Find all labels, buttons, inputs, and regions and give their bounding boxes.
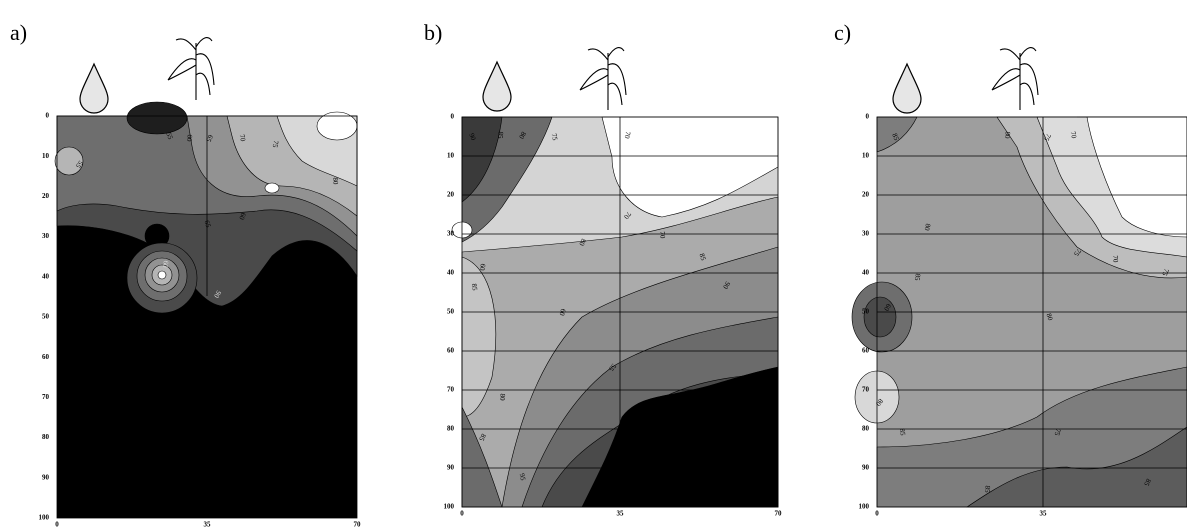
contour-label: 70 [1069, 131, 1078, 140]
contour-label: 75 [1072, 247, 1083, 258]
contour-label: 80 [498, 393, 506, 401]
contour-label: 85 [496, 131, 504, 139]
panel-label: b) [424, 20, 442, 45]
contour-label: 85 [890, 132, 900, 142]
frame [56, 115, 358, 519]
y-tick-label: 30 [447, 230, 455, 238]
x-tick-label: 0 [55, 521, 59, 528]
y-tick-label: 20 [862, 191, 870, 199]
y-tick-label: 40 [862, 269, 870, 277]
contour-label: 85 [477, 432, 487, 442]
y-tick-label: 50 [447, 308, 455, 316]
y-tick-label: 30 [42, 232, 50, 240]
contour-label: 80 [577, 237, 587, 247]
x-tick-label: 35 [204, 521, 212, 528]
contour-label: 60 [882, 302, 893, 312]
contour-label: 75 [1052, 428, 1062, 437]
y-tick-label: 90 [42, 473, 50, 481]
y-tick-label: 10 [42, 152, 50, 160]
y-tick-label: 0 [866, 113, 870, 121]
y-tick-label: 80 [42, 433, 50, 441]
y-tick-label: 0 [451, 113, 455, 121]
contour-label: 85 [698, 252, 708, 261]
y-tick-label: 50 [862, 308, 870, 316]
contour-label: 70 [238, 134, 247, 143]
y-tick-label: 100 [859, 503, 870, 511]
icons [79, 37, 1039, 114]
contour-label: 60 [478, 263, 487, 271]
contour-label: 90 [683, 393, 692, 402]
contour-label: 85 [1142, 477, 1152, 487]
contour-map [54, 101, 358, 518]
contour-label: 60 [161, 260, 170, 268]
contour-label: 75 [271, 140, 280, 149]
contour-label: 75 [1042, 132, 1052, 142]
contour-label: 70 [1111, 255, 1119, 263]
x-tick-label: 70 [354, 521, 362, 528]
x-tick-label: 0 [875, 510, 879, 518]
contour-label: 55 [164, 131, 174, 141]
contour-label: 60 [557, 308, 567, 317]
contour-label: 80 [1045, 312, 1055, 321]
contour-label: 85 [983, 485, 991, 493]
x-tick-label: 35 [1040, 510, 1048, 518]
y-tick-label: 0 [46, 112, 50, 120]
contour-label: 80 [1003, 131, 1011, 139]
contour-label: 80 [517, 130, 527, 140]
contour-label: 60 [185, 134, 193, 142]
contour-label: 90 [721, 280, 732, 290]
contour-label: 55 [74, 159, 85, 170]
y-tick-label: 60 [42, 353, 50, 361]
frame [461, 116, 779, 508]
contour-label: 85 [470, 283, 479, 291]
y-tick-label: 70 [862, 386, 870, 394]
contour-label: 55 [607, 362, 618, 373]
y-tick-label: 90 [447, 464, 455, 472]
panel-label: c) [834, 20, 851, 45]
contour-label: 70 [623, 131, 632, 140]
y-tick-label: 100 [39, 514, 50, 522]
y-tick-label: 100 [444, 503, 455, 511]
contour-label: 65 [203, 219, 213, 228]
x-tick-label: 0 [460, 510, 464, 518]
x-tick-label: 35 [617, 510, 625, 518]
contour-label: 95 [518, 473, 527, 482]
contour-label: 60 [237, 211, 247, 221]
contour-label: 85 [898, 428, 907, 436]
contour-label: 70 [658, 231, 666, 239]
y-tick-label: 20 [42, 192, 50, 200]
y-tick-label: 80 [447, 425, 455, 433]
contour-label: 75 [1160, 267, 1170, 277]
y-tick-label: 70 [42, 393, 50, 401]
y-tick-label: 10 [447, 152, 455, 160]
contour-label: 85 [913, 273, 922, 281]
y-tick-label: 30 [862, 230, 870, 238]
y-tick-label: 90 [862, 464, 870, 472]
contour-label: 80 [923, 223, 932, 232]
contour-label: 80 [874, 397, 885, 408]
frame [876, 116, 1187, 508]
y-tick-label: 50 [42, 313, 50, 321]
y-tick-label: 10 [862, 152, 870, 160]
y-tick-label: 80 [862, 425, 870, 433]
contour-label: 70 [622, 210, 633, 221]
contour-label: 90 [212, 289, 223, 299]
contour-label: 65 [204, 133, 214, 143]
y-tick-label: 20 [447, 191, 455, 199]
x-tick-label: 70 [775, 510, 783, 518]
y-tick-label: 40 [42, 272, 50, 280]
y-tick-label: 60 [862, 347, 870, 355]
y-tick-label: 40 [447, 269, 455, 277]
contour-label: 90 [467, 132, 477, 142]
contour-label: 75 [550, 133, 559, 142]
contour-label: 80 [331, 177, 339, 185]
panel-label: a) [10, 20, 27, 45]
y-tick-label: 60 [447, 347, 455, 355]
y-tick-label: 70 [447, 386, 455, 394]
